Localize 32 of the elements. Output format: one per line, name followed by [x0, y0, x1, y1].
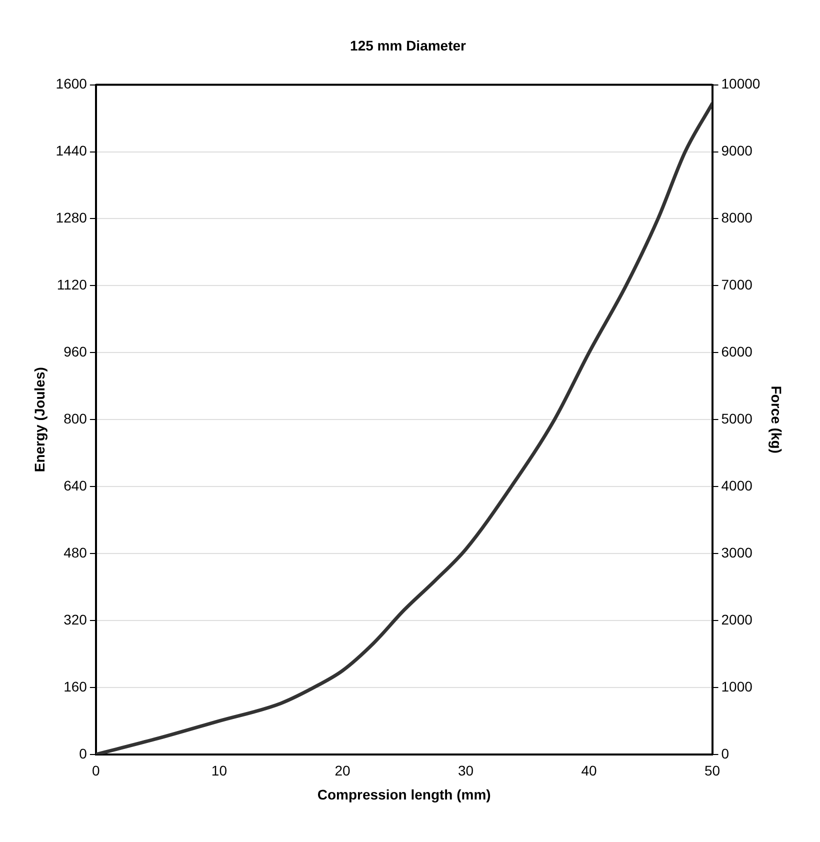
- y2-axis-title: Force (kg): [768, 386, 785, 454]
- y-tick-label: 1120: [56, 276, 88, 293]
- y-tick-label: 480: [64, 544, 88, 560]
- y2-tick-label: 8000: [721, 210, 753, 226]
- y2-tick-label: 5000: [721, 410, 753, 426]
- y2-tick-label: 2000: [721, 611, 753, 628]
- x-tick-label: 10: [211, 762, 228, 779]
- y-tick-label: 1280: [56, 210, 88, 226]
- y-tick-label: 960: [64, 344, 88, 360]
- y2-tick-label: 9000: [721, 142, 753, 159]
- y2-tick-label: 3000: [721, 544, 753, 560]
- y2-tick-label: 7000: [721, 276, 753, 293]
- y-tick-label: 160: [64, 678, 88, 694]
- y2-tick-label: 6000: [721, 344, 753, 360]
- y-tick-label: 1600: [56, 76, 88, 92]
- y-tick-label: 0: [79, 745, 88, 762]
- chart-title: 125 mm Diameter: [350, 37, 467, 54]
- x-axis-title: Compression length (mm): [317, 786, 491, 802]
- y2-tick-label: 0: [721, 745, 730, 762]
- x-tick-label: 0: [92, 762, 100, 779]
- x-tick-label: 50: [704, 762, 720, 779]
- y-tick-label: 640: [64, 477, 88, 494]
- y-axis-title: Energy (Joules): [31, 367, 48, 472]
- x-tick-label: 20: [334, 762, 350, 779]
- y2-tick-label: 4000: [721, 477, 753, 494]
- y2-tick-label: 10000: [721, 76, 760, 92]
- x-tick-label: 40: [581, 762, 597, 779]
- y-tick-label: 1440: [56, 142, 88, 159]
- y-tick-label: 320: [64, 611, 88, 628]
- x-tick-label: 30: [458, 762, 474, 779]
- y-tick-label: 800: [64, 410, 88, 426]
- y2-tick-label: 1000: [721, 678, 753, 694]
